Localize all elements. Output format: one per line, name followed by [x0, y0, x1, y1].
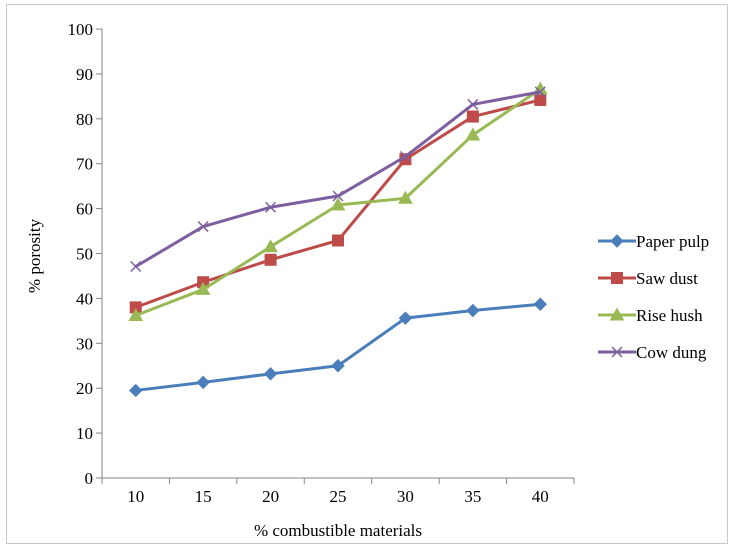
data-point-rise-hush: [195, 281, 211, 295]
data-point-cow-dung: [130, 260, 142, 273]
y-tick-label: 70: [76, 155, 93, 174]
data-point-paper-pulp: [466, 303, 480, 318]
legend-label: Rise hush: [636, 306, 703, 325]
legend-label: Cow dung: [636, 343, 707, 362]
x-tick-label: 25: [330, 487, 347, 506]
legend-item-rise-hush: Rise hush: [598, 306, 703, 325]
legend-swatch-marker: [611, 346, 623, 358]
data-point-rise-hush: [263, 239, 278, 253]
x-tick-label: 40: [532, 487, 549, 506]
data-point-cow-dung: [265, 201, 277, 213]
data-point-paper-pulp: [398, 311, 413, 325]
legend-item-cow-dung: Cow dung: [598, 343, 707, 362]
data-point-cow-dung: [197, 221, 209, 233]
legend-swatch-marker: [611, 272, 623, 284]
y-tick-label: 60: [76, 200, 93, 219]
x-tick-label: 35: [464, 487, 481, 506]
data-point-rise-hush: [128, 307, 144, 321]
y-tick-label: 90: [76, 65, 93, 84]
data-point-paper-pulp: [196, 375, 210, 390]
x-tick-label: 20: [262, 487, 279, 506]
series-line-paper-pulp: [135, 302, 541, 392]
data-point-saw-dust: [332, 234, 344, 247]
data-point-cow-dung: [534, 86, 546, 98]
data-point-cow-dung: [332, 190, 344, 202]
y-tick-label: 80: [76, 110, 93, 129]
legend-swatch-marker: [610, 234, 624, 248]
legend: Paper pulp Saw dust Rise hush Cow dung: [598, 232, 709, 362]
data-point-saw-dust: [466, 110, 479, 123]
x-axis-title: % combustible materials: [254, 521, 422, 540]
data-point-cow-dung: [467, 98, 479, 110]
y-tick-label: 30: [76, 334, 93, 353]
y-tick-label: 0: [85, 469, 94, 488]
data-point-rise-hush: [398, 190, 413, 204]
legend-label: Saw dust: [636, 269, 698, 288]
series-paper-pulp: [129, 297, 547, 398]
data-point-rise-hush: [465, 127, 481, 141]
axes: 0 10 20 30 40 50 60 70 80 90 100 10 15 20 25 30 35 40: [68, 20, 575, 506]
x-tick-label: 15: [195, 487, 212, 506]
data-point-paper-pulp: [331, 359, 345, 373]
data-point-saw-dust: [264, 253, 277, 266]
data-point-cow-dung: [399, 150, 411, 163]
x-tick-label: 30: [397, 487, 414, 506]
legend-label: Paper pulp: [636, 232, 709, 251]
legend-swatch-marker: [609, 307, 625, 321]
series-lines: [128, 81, 548, 398]
data-point-paper-pulp: [533, 297, 547, 311]
y-tick-label: 100: [68, 20, 94, 39]
data-point-paper-pulp: [263, 367, 278, 381]
y-tick-label: 50: [76, 245, 93, 264]
data-point-paper-pulp: [129, 383, 143, 398]
x-tick-label: 10: [127, 487, 144, 506]
chart-frame: [6, 4, 728, 544]
y-tick-label: 10: [76, 424, 93, 443]
y-axis-title: % porosity: [25, 218, 44, 293]
series-cow-dung: [130, 86, 546, 273]
legend-item-saw-dust: Saw dust: [598, 269, 698, 288]
legend-item-paper-pulp: Paper pulp: [598, 232, 709, 251]
series-rise-hush: [128, 81, 548, 321]
data-point-rise-hush: [330, 197, 346, 211]
y-tick-label: 20: [76, 379, 93, 398]
y-tick-label: 40: [76, 289, 93, 308]
